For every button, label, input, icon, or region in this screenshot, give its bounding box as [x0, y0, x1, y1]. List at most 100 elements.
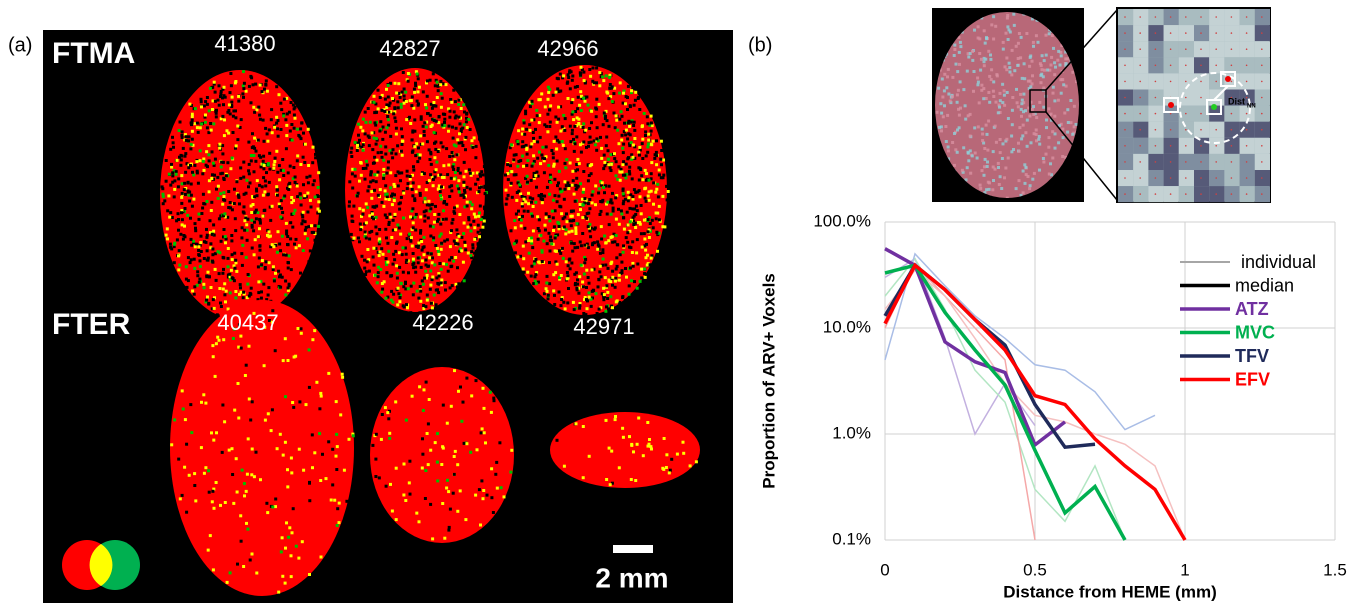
voxel: [255, 217, 258, 220]
voxel: [622, 436, 625, 439]
voxel: [431, 276, 434, 279]
voxel: [640, 276, 643, 279]
y-tick-label: 1.0%: [832, 423, 871, 442]
voxel: [412, 293, 415, 296]
photo-speck: [1030, 141, 1033, 144]
heme-voxel: [1168, 102, 1174, 108]
voxel: [234, 80, 237, 83]
voxel: [480, 218, 483, 221]
voxel: [518, 183, 521, 186]
voxel: [563, 226, 566, 229]
voxel: [596, 126, 599, 129]
voxel: [660, 149, 663, 152]
voxel: [614, 415, 617, 418]
photo-speck: [1018, 32, 1021, 35]
voxel: [578, 162, 581, 165]
voxel: [579, 143, 582, 146]
voxel: [415, 190, 418, 193]
voxel: [549, 176, 552, 179]
voxel: [613, 152, 616, 155]
photo-speck: [1033, 172, 1036, 175]
voxel: [594, 226, 597, 229]
voxel: [641, 125, 644, 128]
voxel: [371, 212, 374, 215]
voxel: [417, 90, 420, 93]
voxel: [456, 510, 459, 513]
voxel: [180, 174, 183, 177]
voxel: [189, 164, 192, 167]
voxel: [223, 293, 226, 296]
voxel: [281, 536, 284, 539]
voxel: [269, 235, 272, 238]
photo-speck: [956, 129, 959, 132]
photo-speck: [1032, 105, 1035, 108]
voxel: [595, 98, 598, 101]
voxel: [645, 172, 648, 175]
voxel: [596, 248, 599, 251]
voxel: [456, 138, 459, 141]
voxel: [437, 150, 440, 153]
voxel: [643, 238, 646, 241]
voxel: [370, 190, 373, 193]
voxel: [431, 107, 434, 110]
voxel: [191, 290, 194, 293]
voxel: [243, 212, 246, 215]
voxel: [668, 471, 671, 474]
photo-speck: [973, 70, 976, 73]
voxel: [221, 144, 224, 147]
photo-speck: [1000, 187, 1003, 190]
voxel: [261, 185, 264, 188]
voxel: [398, 172, 401, 175]
voxel: [268, 230, 271, 233]
voxel: [240, 540, 243, 543]
voxel: [548, 215, 551, 218]
voxel: [248, 295, 251, 298]
voxel: [449, 98, 452, 101]
voxel: [411, 139, 414, 142]
voxel: [378, 254, 381, 257]
photo-speck: [1004, 65, 1007, 68]
voxel: [203, 104, 206, 107]
voxel: [564, 162, 567, 165]
voxel: [593, 241, 596, 244]
voxel: [419, 290, 422, 293]
voxel: [461, 127, 464, 130]
voxel: [264, 184, 267, 187]
voxel: [200, 100, 203, 103]
voxel: [185, 135, 188, 138]
voxel: [285, 254, 288, 257]
voxel: [571, 250, 574, 253]
voxel: [663, 225, 666, 228]
photo-speck: [953, 54, 956, 57]
voxel: [313, 451, 316, 454]
zoom-dot: [1200, 16, 1202, 18]
voxel: [189, 147, 192, 150]
photo-speck: [1026, 145, 1029, 148]
voxel: [179, 121, 182, 124]
voxel: [451, 222, 454, 225]
voxel: [386, 411, 389, 414]
zoom-dot: [1246, 65, 1248, 67]
voxel: [661, 195, 664, 198]
voxel: [225, 174, 228, 177]
voxel: [471, 243, 474, 246]
photo-speck: [981, 139, 984, 142]
photo-speck: [1023, 163, 1026, 166]
voxel: [510, 449, 513, 452]
voxel: [614, 280, 617, 283]
voxel: [580, 66, 583, 69]
voxel: [539, 195, 542, 198]
voxel: [193, 164, 196, 167]
voxel: [575, 422, 578, 425]
voxel: [375, 111, 378, 114]
photo-speck: [1017, 42, 1020, 45]
photo-speck: [1002, 41, 1005, 44]
photo-speck: [1057, 99, 1060, 102]
voxel: [173, 188, 176, 191]
voxel: [432, 225, 435, 228]
voxel: [358, 240, 361, 243]
voxel: [311, 254, 314, 257]
voxel: [380, 291, 383, 294]
voxel: [314, 153, 317, 156]
voxel: [427, 216, 430, 219]
